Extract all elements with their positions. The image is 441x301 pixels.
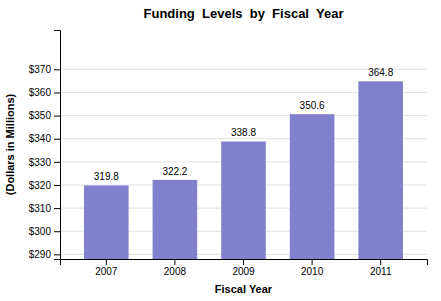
data-label: 322.2 [162, 166, 187, 177]
y-tick-mark [54, 162, 60, 163]
y-axis: $290 $300 $310 $320 $330 $340 $350 $360 $370 [29, 31, 61, 261]
y-tick-label: $320 [29, 180, 52, 191]
x-tick-mark [312, 259, 313, 265]
y-tick-mark [54, 116, 60, 117]
data-label: 364.8 [368, 67, 393, 78]
y-label: (Dollars in Millions) [4, 93, 16, 195]
x-axis: 2007 2008 2009 2010 2011 [61, 259, 428, 277]
y-tick: $290 [29, 249, 60, 260]
data-label: 319.8 [94, 171, 119, 182]
y-tick-label: $350 [29, 110, 52, 121]
x-tick-label: 2011 [370, 266, 392, 277]
title: Funding Levels by Fiscal Year [144, 6, 344, 21]
x-tick-label: 2009 [232, 266, 255, 277]
chart: $290 $300 $310 $320 $330 $340 $350 $360 $370 2007… [0, 0, 441, 301]
x-tick: 2007 [95, 259, 118, 277]
data-labels: 319.8 322.2 338.8 350.6 364.8 [94, 67, 394, 182]
y-tick-mark [54, 92, 60, 93]
x-tick: 2009 [232, 259, 255, 277]
bar [358, 81, 403, 259]
x-tick-mark [243, 259, 244, 265]
x-label: Fiscal Year [215, 283, 273, 295]
x-tick: 2011 [370, 259, 392, 277]
y-tick-mark [54, 254, 60, 255]
bar [153, 180, 198, 259]
bar [290, 114, 335, 259]
y-tick-mark [54, 231, 60, 232]
y-tick-label: $330 [29, 157, 52, 168]
y-tick-label: $360 [29, 87, 52, 98]
y-tick-mark [54, 208, 60, 209]
y-axis-line [54, 31, 61, 260]
x-tick-mark [174, 259, 175, 265]
y-tick: $330 [29, 157, 60, 168]
data-label: 338.8 [231, 127, 256, 138]
y-tick-label: $290 [29, 249, 52, 260]
y-tick: $300 [29, 226, 60, 237]
plot: $290 $300 $310 $320 $330 $340 $350 $360 $370 2007… [29, 31, 428, 278]
y-tick-label: $300 [29, 226, 52, 237]
x-tick-label: 2010 [301, 266, 324, 277]
bar [221, 141, 266, 259]
y-tick: $370 [29, 64, 60, 75]
x-tick: 2010 [301, 259, 324, 277]
x-tick-mark [106, 259, 107, 265]
x-tick: 2008 [164, 259, 187, 277]
y-tick: $350 [29, 110, 60, 121]
y-tick-label: $310 [29, 203, 52, 214]
bar [84, 185, 129, 259]
y-tick: $360 [29, 87, 60, 98]
data-label: 350.6 [300, 100, 325, 111]
y-tick-label: $370 [29, 64, 52, 75]
y-tick: $340 [29, 133, 60, 144]
y-tick-label: $340 [29, 133, 52, 144]
y-tick: $320 [29, 180, 60, 191]
bars [84, 81, 403, 259]
y-tick: $310 [29, 203, 60, 214]
y-tick-mark [54, 139, 60, 140]
y-tick-mark [54, 185, 60, 186]
x-tick-mark [380, 259, 381, 265]
x-axis-line [61, 260, 428, 266]
x-tick-label: 2007 [95, 266, 118, 277]
x-tick-label: 2008 [164, 266, 187, 277]
y-tick-mark [54, 69, 60, 70]
